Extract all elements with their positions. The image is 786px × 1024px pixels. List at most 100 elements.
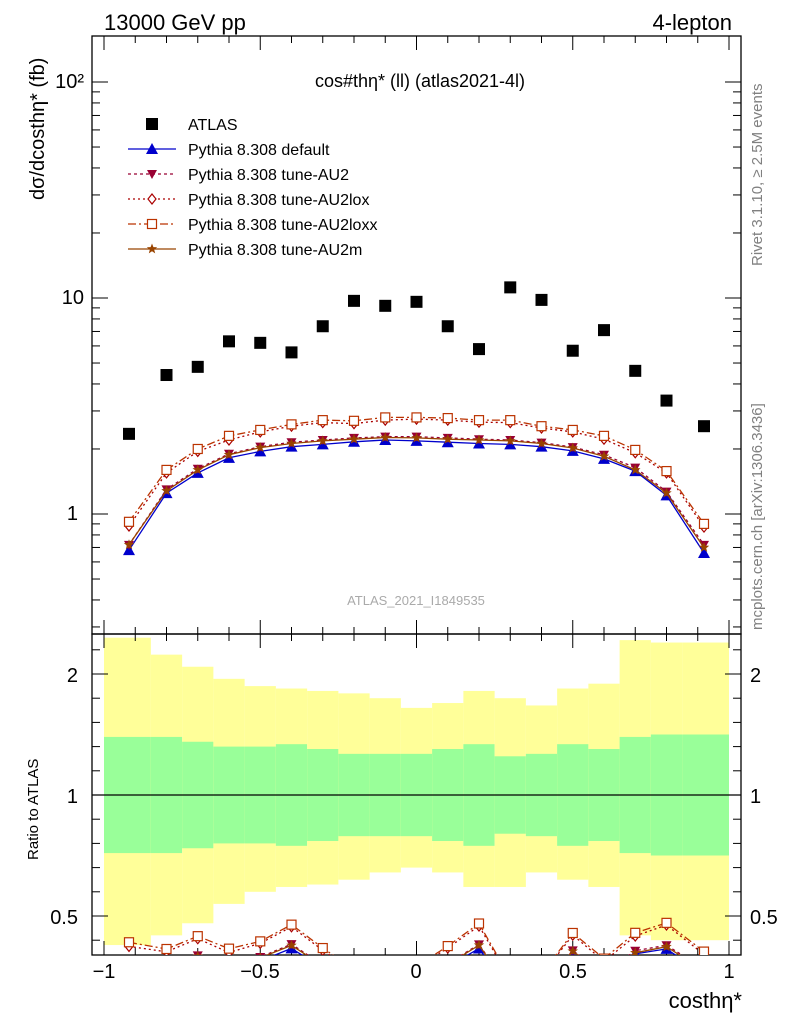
xtick-label--0.5: −0.5 xyxy=(240,961,279,983)
data-point xyxy=(442,412,453,424)
ytick-top-100: 10² xyxy=(55,71,84,93)
ratio-point xyxy=(698,946,710,955)
legend-label: Pythia 8.308 tune-AU2lox xyxy=(188,192,369,209)
data-point xyxy=(286,438,297,448)
data-point xyxy=(567,424,578,436)
rivet-label: Rivet 3.1.10, ≥ 2.5M events xyxy=(749,84,766,267)
ratio-point xyxy=(505,985,515,994)
data-point xyxy=(379,299,392,312)
data-point xyxy=(473,434,485,445)
ratio-point xyxy=(598,970,610,981)
ytick-bottom-right-1: 1 xyxy=(750,786,761,808)
watermark-label: ATLAS_2021_I1849535 xyxy=(347,593,485,608)
legend-marker xyxy=(146,218,158,230)
ratio-point xyxy=(379,973,391,984)
ytick-bottom-1: 1 xyxy=(67,786,78,808)
x-axis-label: costhη* xyxy=(669,988,743,1013)
ratio-point xyxy=(699,965,709,975)
series-layer xyxy=(123,281,710,558)
ratio-point xyxy=(442,961,454,972)
ratio-point xyxy=(567,927,578,939)
data-point xyxy=(286,419,297,430)
data-point xyxy=(598,450,610,461)
ratio-point xyxy=(538,970,546,980)
data-point xyxy=(161,464,172,476)
ratio-point xyxy=(473,939,485,950)
legend-marker xyxy=(146,118,158,130)
ratio-series-layer xyxy=(123,917,710,994)
legend-marker xyxy=(147,193,157,205)
ratio-point xyxy=(630,927,641,938)
ratio-point xyxy=(536,979,546,989)
data-point xyxy=(598,324,610,337)
ratio-point xyxy=(661,917,672,928)
ratio-point xyxy=(443,959,454,969)
data-point xyxy=(536,438,547,448)
ratio-point xyxy=(380,972,391,982)
data-point xyxy=(380,412,391,423)
data-point xyxy=(123,427,135,440)
ratio-point xyxy=(223,961,235,972)
data-point xyxy=(505,415,516,426)
ratio-point xyxy=(381,959,390,968)
ratio-point xyxy=(506,974,515,983)
data-point xyxy=(661,487,672,498)
xtick-label-1: 1 xyxy=(723,961,734,983)
data-point xyxy=(698,518,710,529)
ratio-point xyxy=(350,965,359,974)
data-point xyxy=(411,412,422,423)
data-point xyxy=(411,432,422,443)
data-point xyxy=(441,320,454,333)
ratio-point xyxy=(698,968,710,979)
data-point xyxy=(698,546,710,558)
ratio-point xyxy=(442,940,453,952)
ratio-point xyxy=(123,937,135,948)
data-point xyxy=(598,430,610,441)
data-point xyxy=(317,435,328,446)
ratio-point xyxy=(192,950,203,955)
legend-label: Pythia 8.308 tune-AU2loxx xyxy=(188,217,377,234)
data-point xyxy=(348,433,360,444)
legend-label: ATLAS xyxy=(188,117,238,134)
ratio-point xyxy=(286,919,297,930)
ratio-point xyxy=(224,959,234,969)
data-point xyxy=(535,293,548,306)
data-point xyxy=(698,420,710,433)
ratio-point xyxy=(123,961,135,972)
ratio-point xyxy=(349,977,359,986)
data-point xyxy=(660,394,673,407)
legend-label: Pythia 8.308 tune-AU2m xyxy=(188,242,362,259)
data-point xyxy=(160,369,173,382)
y-axis-label-bottom: Ratio to ATLAS xyxy=(25,759,42,860)
mcplots-label: mcplots.cern.ch [arXiv:1306.3436] xyxy=(749,403,766,630)
channel-label: 4-lepton xyxy=(652,10,732,35)
data-point xyxy=(285,346,298,359)
ratio-point xyxy=(506,975,514,985)
data-point xyxy=(316,320,329,333)
ratio-point xyxy=(599,968,609,978)
data-point xyxy=(536,421,547,432)
data-point xyxy=(317,415,328,426)
data-point xyxy=(123,516,135,527)
data-point xyxy=(629,364,642,377)
data-point xyxy=(630,464,641,475)
legend-label: Pythia 8.308 tune-AU2 xyxy=(188,167,349,184)
ratio-point xyxy=(318,960,329,970)
data-point xyxy=(348,294,360,307)
ytick-bottom-2: 2 xyxy=(67,665,78,687)
ratio-point xyxy=(317,942,328,954)
ratio-point xyxy=(567,945,578,955)
ratio-point xyxy=(161,962,173,973)
ratio-point xyxy=(161,961,171,971)
energy-label: 13000 GeV pp xyxy=(104,10,246,35)
ratio-point xyxy=(162,962,172,971)
ratio-point xyxy=(259,952,262,955)
series-line xyxy=(128,439,705,554)
ytick-bottom-right-0.5: 0.5 xyxy=(750,907,778,929)
data-point xyxy=(223,335,235,348)
data-point xyxy=(661,465,672,477)
ratio-point xyxy=(286,939,297,950)
xtick-label-0.5: 0.5 xyxy=(559,961,587,983)
data-point xyxy=(192,464,203,475)
